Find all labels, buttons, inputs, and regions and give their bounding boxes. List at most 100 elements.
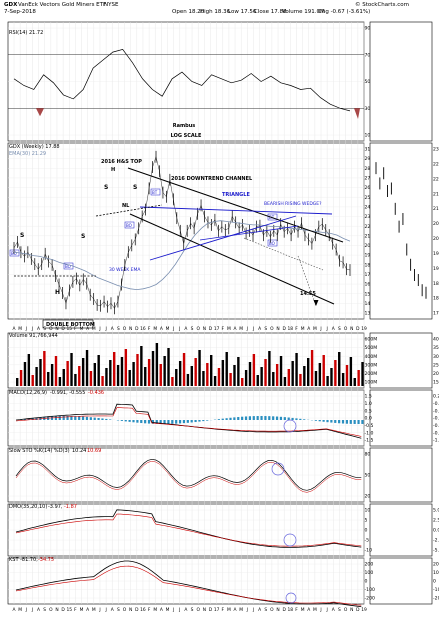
hs-top-label: 2016 H&S TOP [101, 159, 142, 165]
bo-label-4: BO [269, 241, 275, 246]
sto-panel: Slow STO %K(14) %D(3) 10.24 10.69 [9, 448, 101, 454]
triangle-top-line [139, 206, 333, 215]
price-y-tick: 20 [365, 243, 371, 249]
macd-hist-bar [256, 416, 259, 420]
macd-hist-bar [70, 416, 73, 420]
volume-y-tick: 500M [365, 345, 378, 351]
x-tick-top: S [191, 326, 194, 332]
volume-panel: Volume 91,766,944 [9, 333, 58, 339]
volume-bar [97, 355, 100, 386]
price-y-tick: 15 [365, 291, 371, 297]
right-shoulder-label: S [133, 184, 137, 191]
dmo-mini-frame [369, 503, 433, 557]
macd-hist-bar [198, 420, 201, 422]
macd-hist-bar [272, 416, 275, 420]
dmo-label-b: -3.97, [48, 504, 63, 510]
bottom-head-label: H [55, 289, 60, 296]
macd-hist-bar [167, 420, 170, 424]
volume-bar [136, 354, 139, 386]
macd-hist-bar [299, 418, 302, 420]
volume-bar [256, 375, 259, 386]
x-tick-top: A [234, 326, 237, 332]
x-tick-top: J [25, 326, 27, 332]
macd-hist-bar [202, 420, 205, 422]
x-tick-bottom: M [166, 607, 170, 613]
volume-bar [275, 364, 279, 386]
x-tick-top: O [49, 326, 53, 332]
volume-bar [144, 367, 147, 386]
x-tick-top: D [282, 326, 286, 332]
volume-bar [198, 350, 201, 386]
volume-bar [299, 374, 302, 386]
macd-y-tick: 0.5 [365, 408, 372, 414]
sto-y-tick: 20 [365, 494, 371, 500]
triangle-label: TRIANGLE [222, 192, 250, 198]
macd-hist-bar [124, 420, 127, 422]
x-tick-top: N [203, 326, 206, 332]
macd-circle [283, 419, 297, 433]
price-y-tick: 16 [365, 282, 371, 288]
macd-y-tick: -1.5 [365, 438, 374, 444]
volume-y-tick-right: 350M [433, 345, 439, 351]
thirty-week-ema-label: 30 WEEK EMA [109, 267, 141, 273]
sto-label-c: 10.69 [87, 448, 101, 454]
quote-volume: Volume 191.0M [282, 9, 325, 15]
x-tick-top: M [239, 326, 243, 332]
x-tick-bottom: J [98, 607, 100, 613]
x-tick-top: S [117, 326, 120, 332]
x-tick-top: M [313, 326, 317, 332]
volume-bar [190, 366, 193, 386]
macd-hist-bar [178, 420, 182, 424]
x-tick-bottom: S [43, 607, 46, 613]
x-tick-top: J [319, 326, 321, 332]
macd-y-tick: 1.5 [365, 394, 372, 400]
channel-top-line [127, 167, 344, 243]
annotations: 2016 H&S TOP H S S S S H NL 2016 DOWNTRE… [9, 159, 322, 329]
x-tick-bottom: J [25, 607, 27, 613]
volume-bar [307, 358, 310, 386]
dmo-y-tick: 0 [365, 528, 368, 534]
macd-hist-bar [221, 418, 224, 420]
x-tick-top: N [350, 326, 353, 332]
x-tick-bottom: O [270, 607, 274, 613]
macd-hist-bar [54, 416, 57, 420]
macd-hist-bar [303, 419, 306, 420]
x-tick-bottom: F [74, 607, 77, 613]
volume-bar [175, 369, 178, 386]
x-tick-top: F [74, 326, 77, 332]
macd-label-a: MACD(12,26,9) [9, 390, 47, 396]
macd-hist-bar [109, 419, 112, 420]
price-y-tick: 14 [365, 301, 371, 307]
x-tick-top: D [61, 326, 65, 332]
price-y-tick-right: 21.50 [433, 191, 439, 197]
bo-label-3: BO [126, 223, 132, 228]
volume-label: Volume 91,766,944 [9, 333, 58, 339]
volume-bar [233, 365, 236, 386]
volume-bar [89, 371, 93, 386]
volume-bar [23, 362, 27, 386]
macd-hist-bar [78, 416, 81, 420]
volume-bar [105, 368, 108, 386]
bearish-wedge-label: BEARISH RISING WEDGE? [264, 201, 322, 207]
volume-bar [93, 363, 96, 386]
volume-bar [186, 374, 190, 386]
volume-bar [206, 363, 209, 386]
x-tick-bottom: A [332, 607, 335, 613]
volume-bar [54, 356, 58, 386]
target-arrow [313, 300, 319, 306]
dmo-y-tick: 5 [365, 518, 368, 524]
volume-bar [182, 353, 186, 386]
macd-hist-bar [295, 418, 298, 420]
x-tick-top: A [332, 326, 335, 332]
x-tick-bottom: F [295, 607, 298, 613]
volume-bar [140, 346, 143, 386]
macd-hist-bar [128, 420, 131, 422]
macd-hist-bar [85, 416, 89, 420]
volume-y-tick: 300M [365, 362, 378, 368]
macd-signal-line [15, 407, 362, 437]
macd-hist-bar [171, 420, 174, 424]
x-tick-bottom: F [222, 607, 225, 613]
x-tick-top: A [184, 326, 187, 332]
volume-y-tick-right: 250M [433, 362, 439, 368]
macd-hist-bar [89, 417, 92, 420]
